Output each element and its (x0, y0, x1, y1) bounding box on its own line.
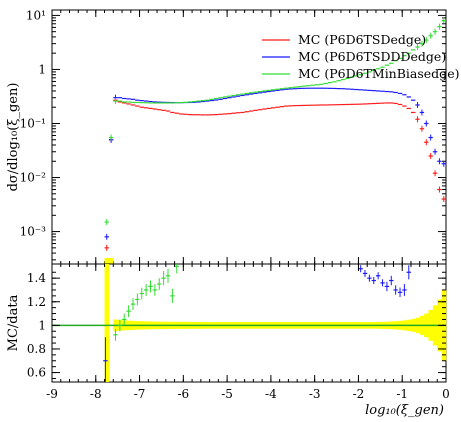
main-y-tick-label: 10⁻³ (20, 225, 47, 239)
ratio-series (103, 264, 411, 382)
ratio-panel: 0.6 0.8 1 1.2 1.4 -9 -8 -7 -6 -5 -4 -3 -2 -1 0 (27, 263, 450, 401)
x-tick-label: -6 (177, 387, 189, 401)
x-tick-label: -8 (90, 387, 102, 401)
x-tick-label: -7 (134, 387, 146, 401)
ratio-band (104, 264, 447, 382)
x-tick-label: -9 (46, 387, 58, 401)
main-y-tick-label: 1 (38, 62, 46, 76)
main-y-tick-label: 10⁻² (20, 171, 47, 185)
main-series (104, 17, 446, 251)
x-tick-label: -3 (309, 387, 321, 401)
x-tick-label: 0 (442, 387, 450, 401)
legend-entry: MC (P6D6TSDDDedge) (298, 49, 446, 64)
ratio-y-tick-label: 1 (38, 318, 46, 332)
ratio-band-segment (104, 264, 110, 382)
legend-entry: MC (P6D6TSDedge) (298, 32, 426, 47)
legend: MC (P6D6TSDedge) MC (P6D6TSDDDedge) MC (P6… (262, 32, 459, 81)
ratio-y-axis-label: MC/data (6, 294, 21, 351)
x-ticks: -9 -8 -7 -6 -5 -4 -3 -2 -1 0 (46, 264, 450, 401)
x-tick-label: -1 (396, 387, 408, 401)
main-band (104, 258, 114, 264)
x-axis-label: log₁₀(ξ_gen) (365, 403, 444, 418)
ratio-y-tick-label: 0.8 (27, 342, 46, 356)
main-y-tick-label: 10¹ (26, 8, 46, 22)
ratio-y-ticks: 0.6 0.8 1 1.2 1.4 (27, 271, 446, 380)
main-y-tick-label: 10⁻¹ (20, 116, 46, 130)
ratio-y-tick-label: 1.2 (27, 295, 46, 309)
x-tick-label: -2 (353, 387, 365, 401)
main-y-axis-label: dσ/dlog₁₀(ξ_gen) (6, 83, 21, 192)
x-tick-label: -5 (221, 387, 233, 401)
x-tick-label: -4 (265, 387, 277, 401)
legend-entry: MC (P6D6TMinBiasedge) (298, 66, 459, 81)
ratio-y-tick-label: 0.6 (27, 366, 46, 380)
main-band-segment (104, 258, 114, 264)
ratio-y-tick-label: 1.4 (27, 271, 46, 285)
main-y-ticks: 10¹ 1 10⁻¹ 10⁻² 10⁻³ (20, 8, 447, 264)
